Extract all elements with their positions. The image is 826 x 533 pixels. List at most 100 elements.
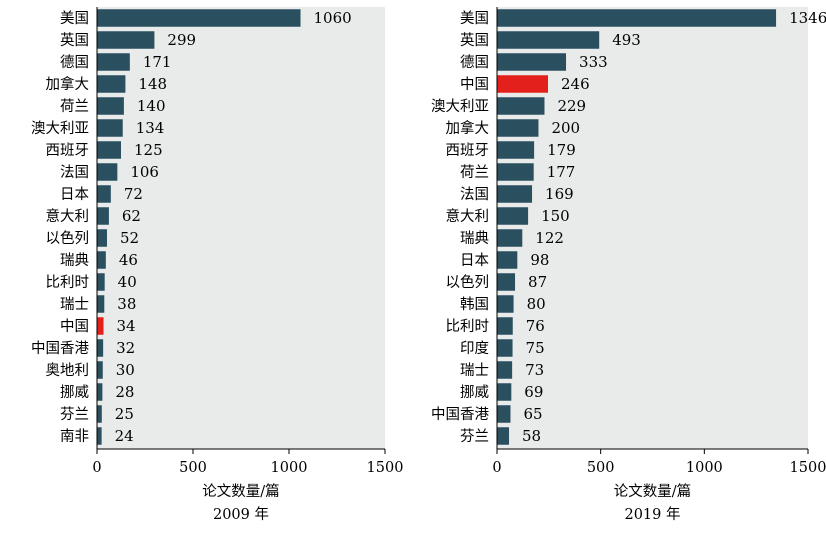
value-label: 134	[136, 119, 165, 137]
category-label: 以色列	[46, 230, 90, 247]
bar	[97, 9, 301, 27]
value-label: 75	[526, 339, 545, 357]
bar	[497, 405, 511, 423]
category-label: 瑞典	[60, 252, 89, 269]
value-label: 30	[116, 361, 135, 379]
x-tick-label: 1000	[271, 460, 308, 476]
bar	[497, 361, 513, 379]
bar	[97, 339, 104, 357]
category-label: 英国	[460, 31, 489, 49]
value-label: 493	[612, 31, 641, 49]
value-label: 28	[115, 383, 134, 401]
value-label: 140	[137, 97, 166, 115]
category-label: 南非	[60, 428, 89, 445]
value-label: 106	[130, 163, 159, 181]
value-label: 179	[547, 141, 576, 159]
category-label: 比利时	[446, 318, 490, 335]
category-label: 芬兰	[460, 428, 489, 445]
x-tick-label: 0	[92, 460, 101, 476]
value-label: 1060	[314, 9, 352, 27]
category-label: 芬兰	[60, 406, 89, 423]
category-label: 加拿大	[46, 75, 90, 93]
bar	[97, 229, 107, 247]
bar	[497, 31, 600, 49]
value-label: 65	[523, 405, 542, 423]
plot-area	[497, 7, 808, 449]
bar	[497, 185, 533, 203]
bar	[497, 53, 567, 71]
category-label: 澳大利亚	[31, 120, 89, 137]
bar	[97, 141, 121, 159]
category-label: 英国	[60, 31, 89, 49]
category-label: 韩国	[460, 296, 489, 313]
category-label: 日本	[60, 186, 89, 203]
value-label: 24	[115, 427, 134, 445]
bar	[97, 383, 103, 401]
bar	[497, 9, 777, 27]
bar	[97, 75, 126, 93]
category-label: 挪威	[460, 384, 489, 401]
category-label: 美国	[460, 10, 489, 27]
x-axis-title: 论文数量/篇	[202, 482, 279, 500]
value-label: 171	[143, 53, 172, 71]
bar	[497, 229, 523, 247]
value-label: 122	[535, 229, 564, 247]
value-label: 177	[547, 163, 576, 181]
category-label: 比利时	[46, 274, 90, 291]
category-label: 中国	[60, 318, 89, 335]
value-label: 333	[579, 53, 608, 71]
bar	[497, 75, 549, 93]
value-label: 32	[116, 339, 135, 357]
value-label: 148	[138, 75, 167, 93]
category-label: 荷兰	[60, 98, 89, 115]
x-tick-label: 0	[492, 460, 501, 476]
x-tick-label: 500	[587, 460, 615, 476]
category-label: 中国香港	[31, 340, 89, 357]
x-tick-label: 1500	[790, 460, 826, 476]
category-label: 挪威	[60, 384, 89, 401]
bar	[97, 427, 102, 445]
bar	[97, 207, 109, 225]
value-label: 169	[545, 185, 574, 203]
bar	[497, 119, 539, 137]
bar	[497, 97, 545, 115]
bar	[97, 185, 111, 203]
category-label: 西班牙	[46, 142, 90, 159]
value-label: 25	[115, 405, 134, 423]
value-label: 40	[118, 273, 137, 291]
category-label: 瑞士	[60, 296, 89, 313]
bar	[497, 273, 516, 291]
chart-caption: 2019 年	[624, 506, 680, 523]
value-label: 98	[530, 251, 549, 269]
value-label: 38	[117, 295, 136, 313]
value-label: 73	[525, 361, 544, 379]
bar	[497, 207, 529, 225]
x-tick-label: 1000	[686, 460, 723, 476]
category-label: 荷兰	[460, 164, 489, 181]
category-label: 西班牙	[446, 142, 490, 159]
bar	[497, 427, 510, 445]
value-label: 52	[120, 229, 139, 247]
category-label: 瑞典	[460, 230, 489, 247]
bar	[97, 119, 123, 137]
category-label: 日本	[460, 252, 489, 269]
value-label: 87	[528, 273, 547, 291]
bar	[97, 163, 118, 181]
category-label: 意大利	[46, 207, 90, 225]
plot-area	[97, 7, 385, 449]
chart-panel-2019: 美国 1346 英国 493 德国 333 中国 246 澳大利亚 229 加拿大 200 西班牙 179…	[431, 7, 826, 523]
value-label: 299	[167, 31, 196, 49]
bar	[97, 273, 105, 291]
value-label: 46	[119, 251, 138, 269]
value-label: 125	[134, 141, 163, 159]
value-label: 80	[527, 295, 546, 313]
value-label: 76	[526, 317, 545, 335]
value-label: 200	[551, 119, 580, 137]
category-label: 意大利	[446, 207, 490, 225]
category-label: 德国	[60, 54, 89, 71]
category-label: 印度	[460, 340, 489, 357]
value-label: 69	[524, 383, 543, 401]
bar	[97, 405, 102, 423]
bar	[497, 383, 512, 401]
